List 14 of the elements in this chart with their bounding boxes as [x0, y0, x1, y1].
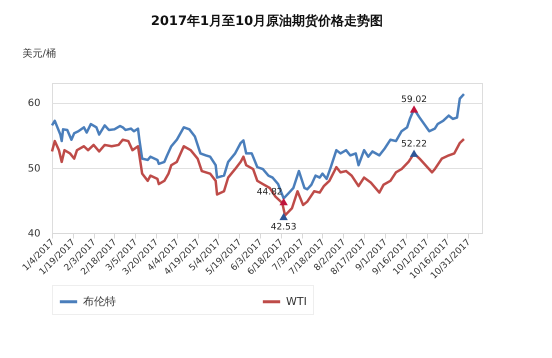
point — [410, 150, 418, 157]
data-label: 52.22 — [401, 139, 427, 150]
chart-title: 2017年1月至10月原油期货价格走势图 — [150, 13, 384, 29]
legend-label: WTI — [286, 294, 307, 308]
point — [279, 198, 288, 206]
data-label: 59.02 — [401, 94, 427, 105]
y-tick-label: 50 — [28, 163, 40, 174]
y-tick-label: 40 — [28, 228, 40, 240]
point — [279, 212, 288, 220]
y-tick-label: 60 — [28, 98, 40, 110]
legend-label: 布伦特 — [83, 294, 116, 308]
point — [410, 105, 418, 113]
y-axis-title: 美元/桶 — [22, 48, 56, 60]
data-label: 42.53 — [270, 222, 297, 232]
